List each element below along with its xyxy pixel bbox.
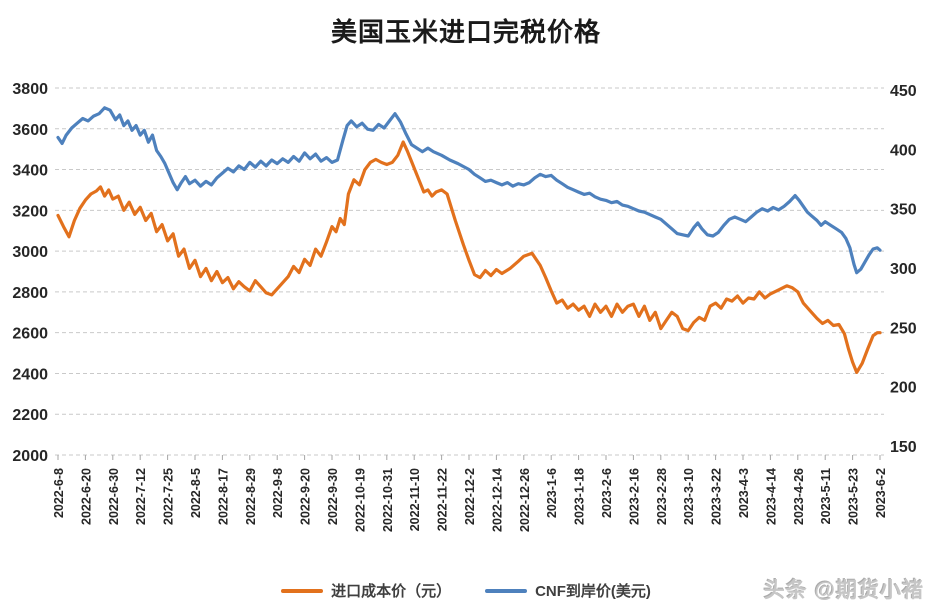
x-axis-tick-label: 2023-4-26 xyxy=(792,468,806,525)
x-axis-tick-label: 2022-6-30 xyxy=(107,468,121,525)
x-axis-tick-label: 2023-6-2 xyxy=(874,468,888,518)
x-axis-tick-label: 2022-8-29 xyxy=(244,468,258,525)
x-axis-tick-label: 2023-2-16 xyxy=(627,468,641,525)
left-axis-tick-label: 3400 xyxy=(12,163,48,180)
watermark-text: 头条 @期货小褚 xyxy=(763,579,924,602)
right-axis-tick-label: 200 xyxy=(890,380,917,397)
left-axis-tick-label: 3600 xyxy=(12,122,48,139)
x-axis-tick-label: 2022-9-8 xyxy=(271,468,285,518)
x-axis-tick-label: 2022-9-30 xyxy=(326,468,340,525)
chart-legend: 进口成本价（元） CNF到岸价(美元) xyxy=(0,580,932,601)
cnf-price-line xyxy=(56,106,882,275)
x-axis-tick-label: 2023-4-14 xyxy=(764,468,778,525)
left-axis-tick-label: 2400 xyxy=(12,366,48,383)
left-axis-tick-label: 3800 xyxy=(12,81,48,98)
left-axis-tick-label: 2200 xyxy=(12,407,48,424)
x-axis-tick-label: 2022-8-5 xyxy=(189,468,203,518)
x-axis-tick-label: 2023-2-6 xyxy=(600,468,614,518)
x-axis-tick-label: 2022-6-20 xyxy=(79,468,93,525)
x-axis-tick-label: 2022-7-12 xyxy=(134,468,148,525)
right-axis-tick-label: 400 xyxy=(890,142,917,159)
right-axis-tick-label: 350 xyxy=(890,202,917,219)
left-axis-tick-label: 2800 xyxy=(12,285,48,302)
cnf-legend-label: CNF到岸价(美元) xyxy=(535,583,651,600)
x-axis-tick-label: 2023-1-18 xyxy=(573,468,587,525)
x-axis-tick-label: 2023-2-28 xyxy=(655,468,669,525)
right-axis-tick-label: 150 xyxy=(890,439,917,456)
x-axis-tick-label: 2023-3-22 xyxy=(710,468,724,525)
x-axis-tick-label: 2022-8-17 xyxy=(216,468,230,525)
legend-item-import-cost: 进口成本价（元） xyxy=(281,580,451,601)
x-axis-tick-label: 2022-7-25 xyxy=(162,468,176,525)
cnf-line-swatch xyxy=(485,588,528,593)
x-axis-tick-label: 2022-10-19 xyxy=(353,468,367,532)
right-axis-tick-label: 450 xyxy=(890,83,917,100)
left-axis-tick-label: 3200 xyxy=(12,203,48,220)
left-axis-tick-label: 3000 xyxy=(12,244,48,261)
import-cost-legend-label: 进口成本价（元） xyxy=(331,583,452,600)
chart-title: 美国玉米进口完税价格 xyxy=(330,17,601,47)
x-axis-tick-label: 2022-12-26 xyxy=(518,468,532,532)
x-axis-tick-label: 2022-11-22 xyxy=(436,468,450,531)
x-axis-tick-label: 2023-1-6 xyxy=(545,468,559,518)
legend-item-cnf: CNF到岸价(美元) xyxy=(485,580,651,601)
left-axis-tick-label: 2600 xyxy=(12,326,48,343)
right-axis-tick-label: 300 xyxy=(890,261,917,278)
x-axis-tick-label: 2022-10-31 xyxy=(381,468,395,532)
x-axis-tick-label: 2023-5-23 xyxy=(847,468,861,525)
import-cost-line-swatch xyxy=(281,588,324,593)
left-axis-tick-label: 2000 xyxy=(12,448,48,465)
x-axis-tick-label: 2022-11-10 xyxy=(408,468,422,531)
x-axis-tick-label: 2022-12-14 xyxy=(490,468,504,532)
import-cost-line xyxy=(56,140,882,374)
x-axis-tick-label: 2023-5-11 xyxy=(819,468,833,524)
x-axis-tick-label: 2022-6-8 xyxy=(52,468,66,518)
x-axis-tick-label: 2023-3-10 xyxy=(682,468,696,525)
x-axis-tick-label: 2023-4-3 xyxy=(737,468,751,518)
right-axis-tick-label: 250 xyxy=(890,320,917,337)
x-axis-tick-label: 2022-12-2 xyxy=(463,468,477,525)
x-axis-tick-label: 2022-9-20 xyxy=(299,468,313,525)
